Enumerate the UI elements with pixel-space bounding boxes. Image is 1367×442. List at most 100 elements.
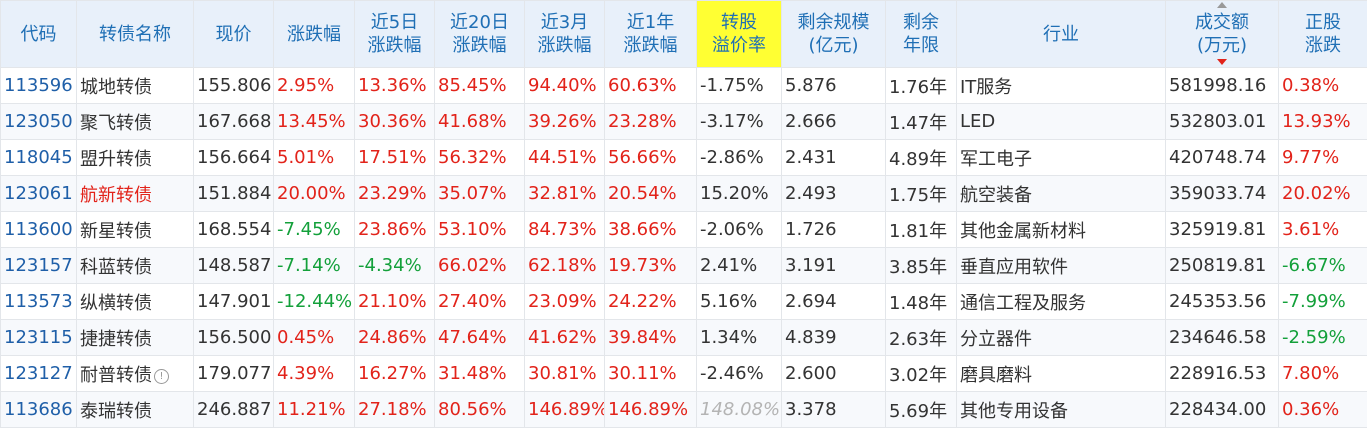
cell-stock-change-value: -7.99% (1282, 291, 1346, 312)
cell-volume-value: 359033.74 (1169, 183, 1267, 204)
cell-name[interactable]: 纵横转债 (76, 283, 194, 320)
cell-scale: 4.839 (781, 319, 886, 356)
cell-name-value: 科蓝转债 (80, 256, 152, 278)
cell-chg5d-value: 21.10% (358, 291, 427, 312)
cell-code[interactable]: 113573 (0, 283, 77, 320)
cell-name[interactable]: 耐普转债! (76, 355, 194, 392)
cell-code[interactable]: 113686 (0, 391, 77, 428)
col-header-label: 正股 (1305, 12, 1341, 33)
cell-years-value: 1.47年 (889, 112, 948, 134)
cell-change: 0.45% (273, 319, 355, 356)
col-header-label: 涨跌幅 (367, 35, 422, 56)
col-header-industry[interactable]: 行业 (956, 0, 1166, 68)
cell-chg5d-value: 16.27% (358, 363, 427, 384)
cell-code[interactable]: 123061 (0, 175, 77, 212)
col-header-stock-change[interactable]: 正股 涨跌 (1278, 0, 1367, 68)
cell-code[interactable]: 123115 (0, 319, 77, 356)
cell-code[interactable]: 113600 (0, 211, 77, 248)
col-header-chg20d[interactable]: 近20日 涨跌幅 (434, 0, 525, 68)
col-header-price[interactable]: 现价 (193, 0, 274, 68)
cell-name[interactable]: 盟升转债 (76, 139, 194, 176)
cell-change: -7.14% (273, 247, 355, 284)
cell-name[interactable]: 城地转债 (76, 67, 194, 104)
table-row[interactable]: 123157 科蓝转债 148.587 -7.14% -4.34% 66.02% 62.18… (0, 247, 1367, 284)
sort-desc-icon[interactable] (1217, 59, 1227, 65)
col-header-volume[interactable]: 成交额 (万元) (1165, 0, 1279, 68)
cell-scale: 1.726 (781, 211, 886, 248)
cell-years: 3.02年 (885, 355, 957, 392)
cell-years: 1.76年 (885, 67, 957, 104)
table-row[interactable]: 123050 聚飞转债 167.668 13.45% 30.36% 41.68% 39.26… (0, 103, 1367, 140)
cell-chg3m: 32.81% (524, 175, 605, 212)
cell-name[interactable]: 捷捷转债 (76, 319, 194, 356)
cell-price: 168.554 (193, 211, 274, 248)
cell-scale-value: 5.876 (785, 75, 837, 96)
table-row[interactable]: 113686 泰瑞转债 246.887 11.21% 27.18% 80.56% 146.8… (0, 391, 1367, 428)
cell-chg20d: 41.68% (434, 103, 525, 140)
cell-chg20d: 66.02% (434, 247, 525, 284)
cell-change-value: -7.45% (277, 219, 341, 240)
cell-change-value: 0.45% (277, 327, 335, 348)
cell-code[interactable]: 113596 (0, 67, 77, 104)
col-header-chg1y[interactable]: 近1年 涨跌幅 (604, 0, 697, 68)
table-row[interactable]: 123127 耐普转债! 179.077 4.39% 16.27% 31.48% 30.81… (0, 355, 1367, 392)
col-header-change[interactable]: 涨跌幅 (273, 0, 355, 68)
cell-years: 1.48年 (885, 283, 957, 320)
cell-premium: -2.06% (696, 211, 782, 248)
cell-volume-value: 228916.53 (1169, 363, 1267, 384)
sort-asc-icon[interactable] (1217, 2, 1227, 8)
cell-chg1y: 39.84% (604, 319, 697, 356)
col-header-name[interactable]: 转债名称 (76, 0, 194, 68)
cell-chg5d: 23.29% (354, 175, 435, 212)
cell-volume-value: 228434.00 (1169, 399, 1267, 420)
cell-name[interactable]: 航新转债 (76, 175, 194, 212)
cell-price-value: 246.887 (197, 399, 272, 420)
cell-name[interactable]: 新星转债 (76, 211, 194, 248)
cell-industry: 其他金属新材料 (956, 211, 1166, 248)
table-row[interactable]: 123115 捷捷转债 156.500 0.45% 24.86% 47.64% 41.62%… (0, 319, 1367, 356)
cell-chg3m: 41.62% (524, 319, 605, 356)
col-header-chg3m[interactable]: 近3月 涨跌幅 (524, 0, 605, 68)
table-row[interactable]: 113573 纵横转债 147.901 -12.44% 21.10% 27.40% 23.0… (0, 283, 1367, 320)
col-header-premium[interactable]: 转股 溢价率 (696, 0, 782, 68)
cell-stock-change: -2.59% (1278, 319, 1367, 356)
cell-chg1y: 19.73% (604, 247, 697, 284)
cell-industry-value: 军工电子 (960, 148, 1032, 170)
cell-premium-value: -2.06% (700, 219, 764, 240)
col-header-scale[interactable]: 剩余规模 (亿元) (781, 0, 886, 68)
col-header-label: 近3月 (540, 12, 589, 33)
cell-name[interactable]: 泰瑞转债 (76, 391, 194, 428)
cell-chg5d-value: 30.36% (358, 111, 427, 132)
col-header-chg5d[interactable]: 近5日 涨跌幅 (354, 0, 435, 68)
table-row[interactable]: 123061 航新转债 151.884 20.00% 23.29% 35.07% 32.81… (0, 175, 1367, 212)
cell-chg5d: -4.34% (354, 247, 435, 284)
cell-stock-change-value: 9.77% (1282, 147, 1340, 168)
cell-industry: IT服务 (956, 67, 1166, 104)
table-row[interactable]: 118045 盟升转债 156.664 5.01% 17.51% 56.32% 44.51%… (0, 139, 1367, 176)
col-header-code[interactable]: 代码 (0, 0, 77, 68)
col-header-years[interactable]: 剩余 年限 (885, 0, 957, 68)
table-row[interactable]: 113600 新星转债 168.554 -7.45% 23.86% 53.10% 84.73… (0, 211, 1367, 248)
cell-code[interactable]: 123157 (0, 247, 77, 284)
cell-volume: 250819.81 (1165, 247, 1279, 284)
cell-code[interactable]: 118045 (0, 139, 77, 176)
cell-code[interactable]: 123127 (0, 355, 77, 392)
cell-chg5d: 17.51% (354, 139, 435, 176)
cell-chg3m-value: 23.09% (528, 291, 597, 312)
cell-chg20d-value: 53.10% (438, 219, 507, 240)
cell-name-value: 捷捷转债 (80, 328, 152, 350)
cell-name[interactable]: 聚飞转债 (76, 103, 194, 140)
cell-code[interactable]: 123050 (0, 103, 77, 140)
cell-name[interactable]: 科蓝转债 (76, 247, 194, 284)
cell-price: 147.901 (193, 283, 274, 320)
cell-years: 1.47年 (885, 103, 957, 140)
cell-chg5d-value: 23.86% (358, 219, 427, 240)
col-header-label: 涨跌 (1305, 35, 1341, 56)
cell-volume: 245353.56 (1165, 283, 1279, 320)
convertible-bond-table: 代码 转债名称 现价 涨跌幅 近5日 涨跌幅 近20日 涨跌幅 近3月 涨跌幅 近1年… (0, 0, 1367, 428)
cell-stock-change: -7.99% (1278, 283, 1367, 320)
cell-price: 151.884 (193, 175, 274, 212)
table-row[interactable]: 113596 城地转债 155.806 2.95% 13.36% 85.45% 94.40%… (0, 67, 1367, 104)
info-icon[interactable]: ! (154, 368, 169, 384)
cell-chg20d-value: 66.02% (438, 255, 507, 276)
